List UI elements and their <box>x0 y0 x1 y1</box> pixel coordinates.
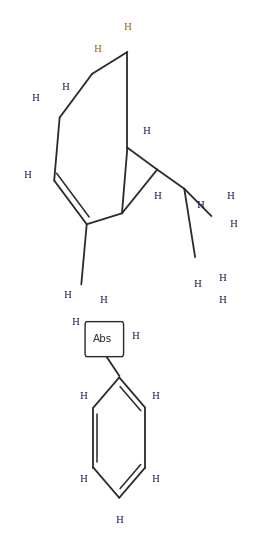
Text: H: H <box>151 475 159 484</box>
Text: H: H <box>151 392 159 400</box>
Text: H: H <box>218 296 226 305</box>
Text: H: H <box>80 392 88 400</box>
FancyBboxPatch shape <box>85 322 124 357</box>
Text: Abs: Abs <box>93 334 113 344</box>
Text: H: H <box>153 193 161 201</box>
Text: H: H <box>226 193 234 201</box>
Text: H: H <box>115 516 123 525</box>
Text: H: H <box>61 83 69 92</box>
Text: H: H <box>131 332 140 341</box>
Text: H: H <box>196 201 205 210</box>
Text: H: H <box>218 275 226 283</box>
Text: H: H <box>31 94 39 103</box>
Text: H: H <box>23 171 31 179</box>
Text: H: H <box>123 23 131 32</box>
Text: H: H <box>194 280 202 289</box>
Text: H: H <box>93 45 102 54</box>
Text: H: H <box>229 220 237 229</box>
Text: H: H <box>142 127 150 136</box>
Text: H: H <box>64 291 72 300</box>
Text: H: H <box>99 296 107 305</box>
Text: H: H <box>72 318 80 327</box>
Text: H: H <box>80 475 88 484</box>
